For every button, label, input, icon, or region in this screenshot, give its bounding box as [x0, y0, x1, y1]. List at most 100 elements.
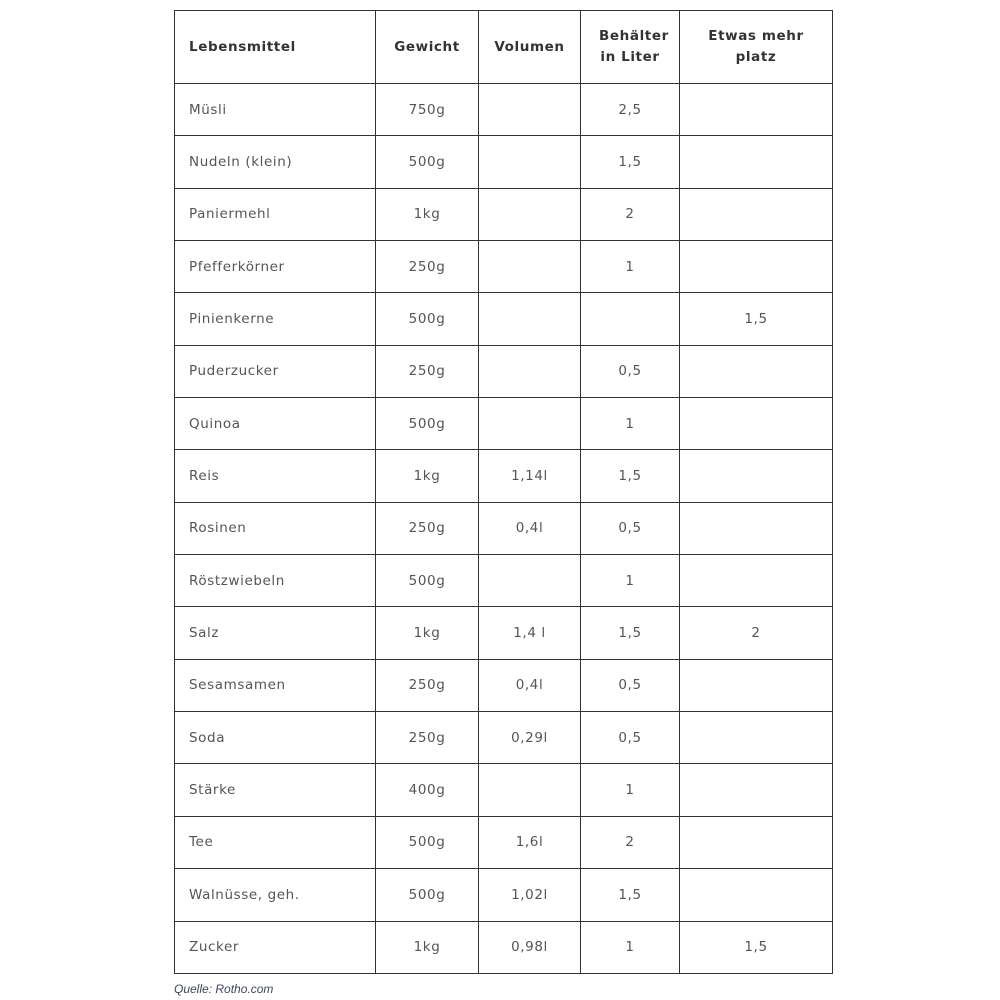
table-row: Müsli 750g 2,5	[174, 82, 833, 137]
cell-weight: 500g	[375, 554, 479, 608]
table-row: Paniermehl 1kg 2	[174, 187, 833, 242]
cell-volume: 1,6l	[478, 815, 581, 870]
cell-container-liters: 1,5	[580, 449, 680, 503]
cell-weight: 250g	[375, 711, 479, 765]
cell-container-liters: 1	[580, 554, 680, 608]
cell-weight: 250g	[375, 240, 479, 294]
cell-food: Reis	[174, 449, 376, 503]
cell-volume	[478, 135, 581, 189]
cell-food: Zucker	[174, 920, 376, 974]
cell-weight: 500g	[375, 868, 479, 922]
cell-container-liters: 1	[580, 920, 680, 974]
cell-volume: 1,4 l	[478, 606, 581, 660]
table-row: Quinoa 500g 1	[174, 397, 833, 451]
column-header-food: Lebensmittel	[174, 10, 376, 84]
table-row: Soda 250g 0,29l 0,5	[174, 711, 833, 765]
cell-more-space: 1,5	[679, 920, 833, 974]
cell-weight: 1kg	[375, 449, 479, 503]
cell-food: Pfefferkörner	[174, 240, 376, 294]
cell-weight: 400g	[375, 763, 479, 817]
cell-food: Nudeln (klein)	[174, 135, 376, 189]
table-row: Rosinen 250g 0,4l 0,5	[174, 501, 833, 556]
table-row: Stärke 400g 1	[174, 763, 833, 817]
table-row: Tee 500g 1,6l 2	[174, 815, 833, 870]
cell-weight: 250g	[375, 501, 479, 556]
cell-more-space: 1,5	[679, 292, 833, 346]
cell-more-space	[679, 397, 833, 451]
cell-container-liters: 0,5	[580, 344, 680, 399]
cell-more-space	[679, 815, 833, 870]
cell-food: Sesamsamen	[174, 658, 376, 713]
cell-container-liters: 0,5	[580, 501, 680, 556]
cell-food: Soda	[174, 711, 376, 765]
cell-container-liters: 2	[580, 187, 680, 242]
cell-food: Tee	[174, 815, 376, 870]
cell-more-space	[679, 868, 833, 922]
cell-volume: 1,14l	[478, 449, 581, 503]
cell-food: Walnüsse, geh.	[174, 868, 376, 922]
header-row: Lebensmittel Gewicht Volumen Behälter in Li…	[174, 10, 833, 84]
cell-container-liters: 1,5	[580, 868, 680, 922]
cell-more-space	[679, 82, 833, 137]
cell-container-liters: 1	[580, 763, 680, 817]
cell-container-liters	[580, 292, 680, 346]
cell-volume	[478, 187, 581, 242]
cell-container-liters: 1,5	[580, 135, 680, 189]
column-header-volume: Volumen	[478, 10, 581, 84]
food-storage-table: Lebensmittel Gewicht Volumen Behälter in Li…	[174, 10, 833, 974]
cell-volume: 0,29l	[478, 711, 581, 765]
cell-volume: 0,4l	[478, 501, 581, 556]
table-row: Pinienkerne 500g 1,5	[174, 292, 833, 346]
cell-container-liters: 1,5	[580, 606, 680, 660]
cell-food: Paniermehl	[174, 187, 376, 242]
table-row: Walnüsse, geh. 500g 1,02l 1,5	[174, 868, 833, 922]
cell-more-space	[679, 135, 833, 189]
cell-weight: 250g	[375, 658, 479, 713]
cell-volume	[478, 292, 581, 346]
cell-more-space	[679, 344, 833, 399]
cell-more-space	[679, 240, 833, 294]
cell-volume	[478, 554, 581, 608]
table-row: Pfefferkörner 250g 1	[174, 240, 833, 294]
table-row: Nudeln (klein) 500g 1,5	[174, 135, 833, 189]
cell-more-space	[679, 449, 833, 503]
cell-food: Quinoa	[174, 397, 376, 451]
cell-food: Pinienkerne	[174, 292, 376, 346]
cell-volume	[478, 240, 581, 294]
table-row: Reis 1kg 1,14l 1,5	[174, 449, 833, 503]
cell-weight: 250g	[375, 344, 479, 399]
cell-weight: 500g	[375, 292, 479, 346]
cell-more-space	[679, 658, 833, 713]
cell-volume	[478, 397, 581, 451]
cell-food: Salz	[174, 606, 376, 660]
cell-weight: 1kg	[375, 187, 479, 242]
cell-weight: 750g	[375, 82, 479, 137]
cell-volume: 1,02l	[478, 868, 581, 922]
source-caption: Quelle: Rotho.com	[174, 982, 274, 996]
cell-more-space	[679, 763, 833, 817]
cell-weight: 1kg	[375, 920, 479, 974]
cell-food: Puderzucker	[174, 344, 376, 399]
column-header-weight: Gewicht	[375, 10, 479, 84]
cell-weight: 500g	[375, 815, 479, 870]
table-row: Zucker 1kg 0,98l 1 1,5	[174, 920, 833, 974]
cell-more-space	[679, 554, 833, 608]
cell-container-liters: 2	[580, 815, 680, 870]
cell-volume	[478, 344, 581, 399]
cell-food: Röstzwiebeln	[174, 554, 376, 608]
cell-more-space: 2	[679, 606, 833, 660]
cell-container-liters: 0,5	[580, 658, 680, 713]
table-row: Salz 1kg 1,4 l 1,5 2	[174, 606, 833, 660]
cell-food: Stärke	[174, 763, 376, 817]
cell-weight: 500g	[375, 397, 479, 451]
cell-volume: 0,4l	[478, 658, 581, 713]
cell-more-space	[679, 711, 833, 765]
table-row: Röstzwiebeln 500g 1	[174, 554, 833, 608]
cell-container-liters: 1	[580, 240, 680, 294]
cell-volume	[478, 763, 581, 817]
table-row: Puderzucker 250g 0,5	[174, 344, 833, 399]
cell-container-liters: 0,5	[580, 711, 680, 765]
cell-container-liters: 1	[580, 397, 680, 451]
cell-volume	[478, 82, 581, 137]
cell-food: Rosinen	[174, 501, 376, 556]
